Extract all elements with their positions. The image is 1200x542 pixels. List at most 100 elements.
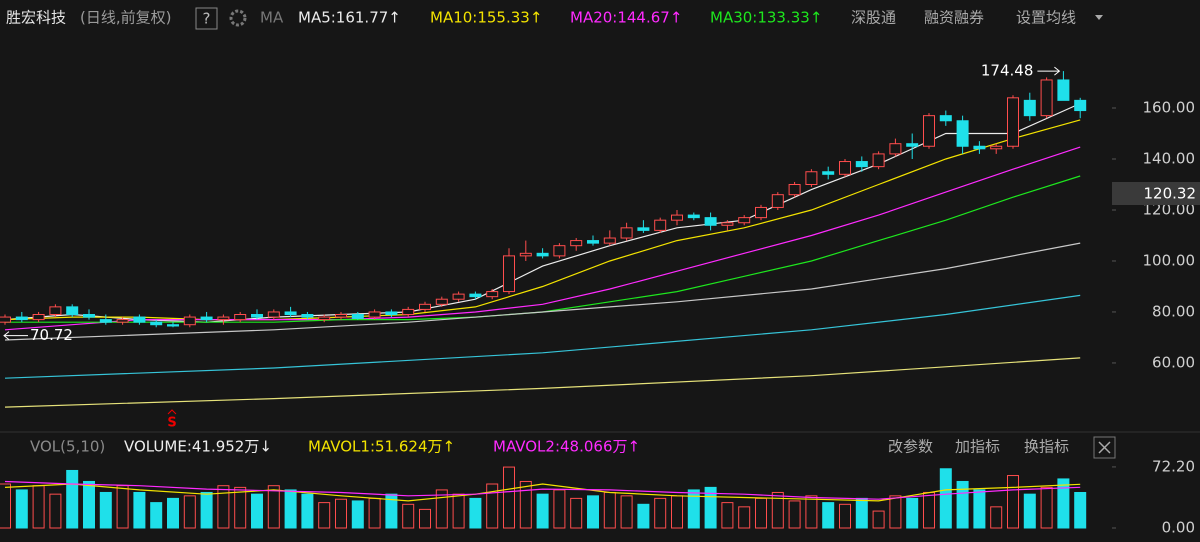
ma-line: [4, 480, 1081, 500]
max-arrow: [1037, 66, 1061, 76]
y-tick-label: 72.20: [1152, 457, 1195, 475]
candle-body: [536, 252, 549, 257]
candle-body: [973, 145, 986, 150]
close-icon[interactable]: [1098, 441, 1111, 454]
help-box[interactable]: [195, 7, 218, 30]
vol-legend: MAVOL2:48.066万↑: [493, 438, 640, 456]
candle-body: [939, 115, 952, 122]
volume-bar: [671, 495, 683, 529]
link[interactable]: 设置均线: [1016, 9, 1076, 27]
volume-bar: [1023, 493, 1036, 529]
dropdown-arrow[interactable]: [1095, 15, 1103, 20]
volume-bar: [654, 497, 667, 529]
ma-legend: MA20:144.67↑: [570, 9, 682, 27]
candle-body: [906, 143, 919, 147]
volume-bar: [990, 506, 1003, 529]
candle-body: [990, 145, 1003, 150]
candle-body: [234, 314, 247, 321]
volume-bar: [637, 503, 650, 529]
candle-body: [32, 314, 45, 321]
candle-body: [133, 316, 146, 323]
candle-body: [200, 316, 213, 321]
volume-bar: [0, 483, 11, 529]
signal-arrow: [167, 409, 177, 415]
control[interactable]: 加指标: [955, 438, 1000, 456]
stock-name: 胜宏科技: [6, 9, 66, 27]
volume-bar: [284, 489, 297, 529]
volume-bar: [200, 491, 213, 529]
gear-icon[interactable]: [229, 9, 247, 27]
link[interactable]: 深股通: [851, 9, 896, 27]
volume-bar: [923, 491, 935, 529]
volume-bar: [771, 491, 784, 529]
volume-bar: [956, 480, 969, 529]
ma-legend: MA30:133.33↑: [710, 9, 822, 27]
volume-bar: [939, 468, 952, 529]
volume-bar: [15, 489, 28, 529]
volume-bar: [318, 502, 331, 529]
candle-body: [318, 316, 331, 321]
candle-body: [503, 255, 515, 293]
candle-body: [1007, 97, 1019, 147]
volume-bar: [603, 491, 616, 529]
candle-body: [603, 237, 616, 244]
volume-bar: [519, 480, 532, 529]
candle-body: [217, 316, 230, 321]
ma-legend: MA5:161.77↑: [298, 9, 401, 27]
y-tick-label: 140.00: [1143, 149, 1196, 167]
signal: S: [167, 416, 176, 431]
close-box[interactable]: [1093, 436, 1116, 459]
control[interactable]: 换指标: [1024, 438, 1069, 456]
volume-bar: [788, 500, 801, 529]
candle-body: [637, 227, 650, 231]
candle-body: [1057, 79, 1070, 101]
ma-line: [4, 357, 1081, 408]
y-tick-label: 0.00: [1162, 519, 1195, 537]
volume-bar: [587, 495, 599, 529]
ma-label: MA: [260, 9, 284, 27]
vol-legend: VOL(5,10): [30, 438, 105, 456]
price-tag-box: [1112, 182, 1200, 205]
volume-bar: [183, 495, 196, 529]
ma-line: [4, 294, 1081, 379]
help[interactable]: ?: [203, 10, 211, 28]
volume-bar: [1057, 478, 1070, 529]
candle-body: [351, 314, 364, 319]
volume-bar: [570, 497, 583, 529]
candle-body: [855, 161, 868, 168]
min-arrow: [3, 331, 28, 341]
candle-body: [452, 293, 465, 300]
candle-body: [150, 321, 163, 326]
candle-body: [301, 314, 314, 318]
candle-body: [368, 311, 381, 318]
candle-body: [402, 308, 415, 316]
candle-body: [956, 120, 969, 147]
control[interactable]: 改参数: [888, 438, 933, 456]
candle-body: [83, 314, 95, 318]
min-label: 70.72: [30, 326, 73, 344]
volume-bar: [116, 485, 129, 529]
candle-body: [805, 171, 818, 185]
volume-bar: [419, 508, 431, 529]
volume-bar: [469, 497, 482, 529]
candle-body: [435, 298, 448, 305]
volume-bar: [49, 493, 62, 529]
candle-body: [469, 293, 482, 298]
candle-body: [251, 314, 263, 318]
link[interactable]: 融资融券: [924, 9, 984, 27]
candle-body: [519, 252, 532, 257]
volume-bar: [99, 491, 112, 529]
volume-bar: [167, 497, 179, 529]
candle-body: [335, 314, 347, 318]
candle-body: [771, 194, 784, 208]
volume-bar: [1040, 486, 1053, 529]
volume-bar: [351, 500, 364, 529]
candle-body: [66, 306, 79, 316]
candle-body: [284, 311, 297, 316]
ma-legend: MA10:155.33↑: [430, 9, 542, 27]
volume-bar: [704, 486, 717, 529]
volume-bar: [721, 502, 734, 529]
candle-body: [49, 306, 62, 316]
candle-body: [721, 222, 734, 226]
